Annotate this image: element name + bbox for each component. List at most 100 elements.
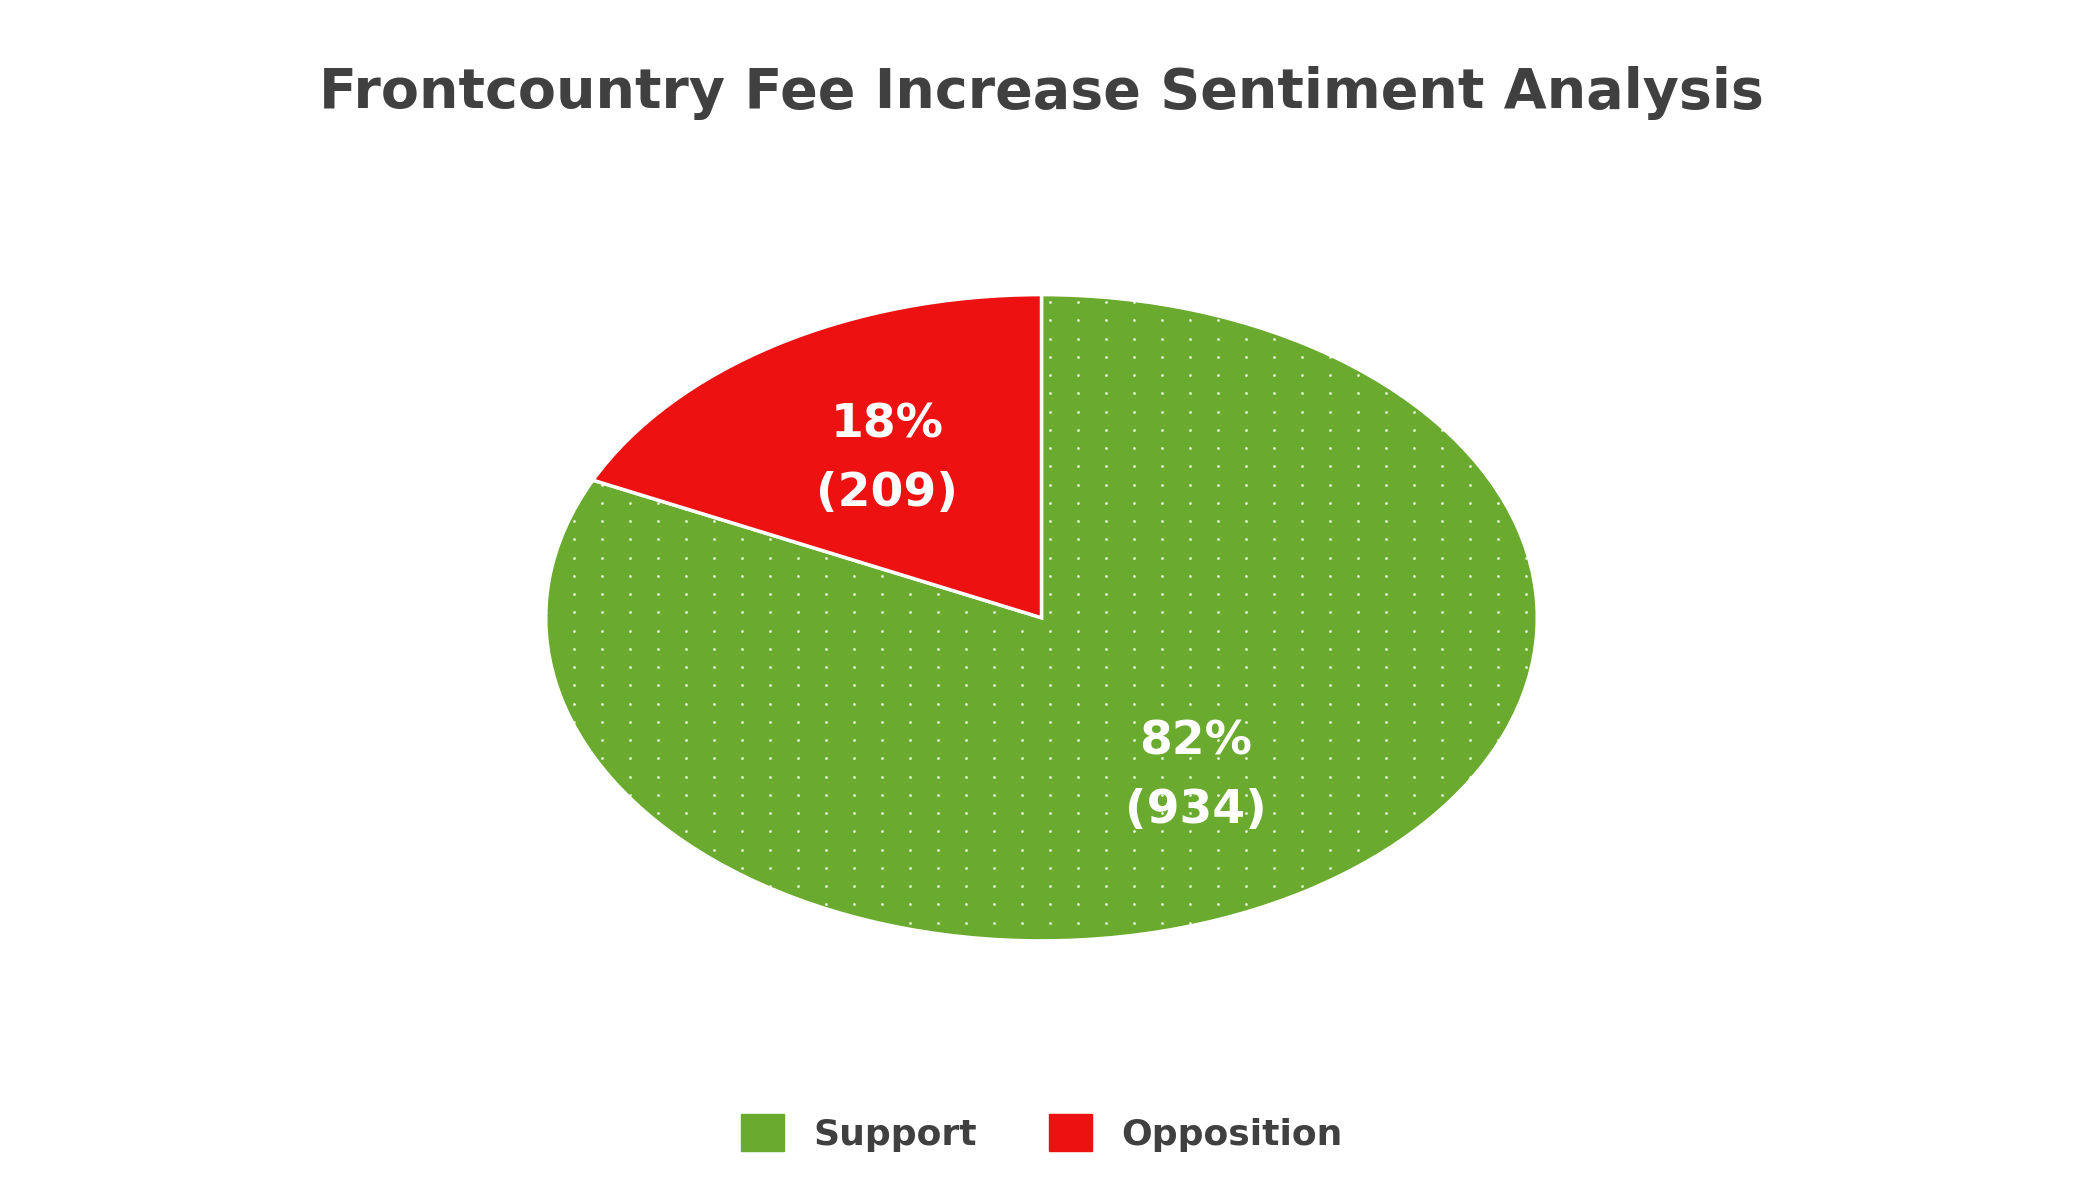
Point [837,403,871,422]
Point [669,931,702,950]
Point [1454,767,1487,786]
Point [781,329,814,348]
Point [698,877,731,896]
Point [1089,767,1123,786]
Legend: Support, Opposition: Support, Opposition [723,1097,1360,1170]
Point [1285,530,1319,549]
Point [950,347,983,366]
Point [1481,658,1514,677]
Point [1398,785,1431,804]
Point [1089,621,1123,640]
Point [1369,366,1402,385]
Point [1425,274,1458,293]
Point [1116,914,1150,933]
Point [1481,548,1514,567]
Point [864,567,898,586]
Point [837,292,871,311]
Point [556,421,589,440]
Point [864,548,898,567]
Point [1173,931,1206,950]
Point [977,366,1010,385]
Point [781,457,814,476]
Point [1089,676,1123,695]
Point [1004,822,1037,841]
Point [529,548,562,567]
Point [1060,548,1094,567]
Point [754,384,787,403]
Point [1060,877,1094,896]
Point [1004,548,1037,567]
Point [781,859,814,878]
Point [642,822,675,841]
Point [1173,767,1206,786]
Point [1033,639,1066,658]
Point [1116,895,1150,914]
Point [529,877,562,896]
Point [781,403,814,422]
Point [612,438,646,457]
Point [754,639,787,658]
Point [1454,658,1487,677]
Point [1454,274,1487,293]
Point [1425,347,1458,366]
Point [529,366,562,385]
Point [725,658,758,677]
Point [1481,292,1514,311]
Point [1004,713,1037,732]
Point [894,914,927,933]
Point [977,713,1010,732]
Point [1425,785,1458,804]
Point [864,785,898,804]
Point [1146,914,1179,933]
Point [1312,604,1346,623]
Point [921,604,954,623]
Point [921,767,954,786]
Point [977,822,1010,841]
Point [1425,931,1458,950]
Point [1341,676,1375,695]
Point [1116,438,1150,457]
Point [1089,803,1123,822]
Point [1033,567,1066,586]
Point [754,548,787,567]
Point [725,676,758,695]
Point [754,329,787,348]
Point [642,748,675,767]
Point [837,512,871,531]
Point [1454,931,1487,950]
Point [642,274,675,293]
Point [894,438,927,457]
Point [1481,493,1514,512]
Point [585,384,619,403]
Point [1089,877,1123,896]
Point [864,604,898,623]
Point [894,803,927,822]
Point [1060,914,1094,933]
Point [1089,822,1123,841]
Point [1033,493,1066,512]
Point [1454,731,1487,750]
Point [950,274,983,293]
Point [894,731,927,750]
Point [1229,329,1262,348]
Point [1202,713,1235,732]
Point [1398,877,1431,896]
Point [921,694,954,713]
Point [1369,493,1402,512]
Point [808,311,842,330]
Point [1508,731,1541,750]
Point [725,621,758,640]
Point [864,931,898,950]
Point [1229,384,1262,403]
Point [725,931,758,950]
Point [950,694,983,713]
Point [1537,731,1571,750]
Point [1229,421,1262,440]
Point [864,676,898,695]
Point [1256,785,1289,804]
Point [1004,694,1037,713]
Point [1369,639,1402,658]
Point [864,840,898,859]
Point [1508,621,1541,640]
Point [1341,457,1375,476]
